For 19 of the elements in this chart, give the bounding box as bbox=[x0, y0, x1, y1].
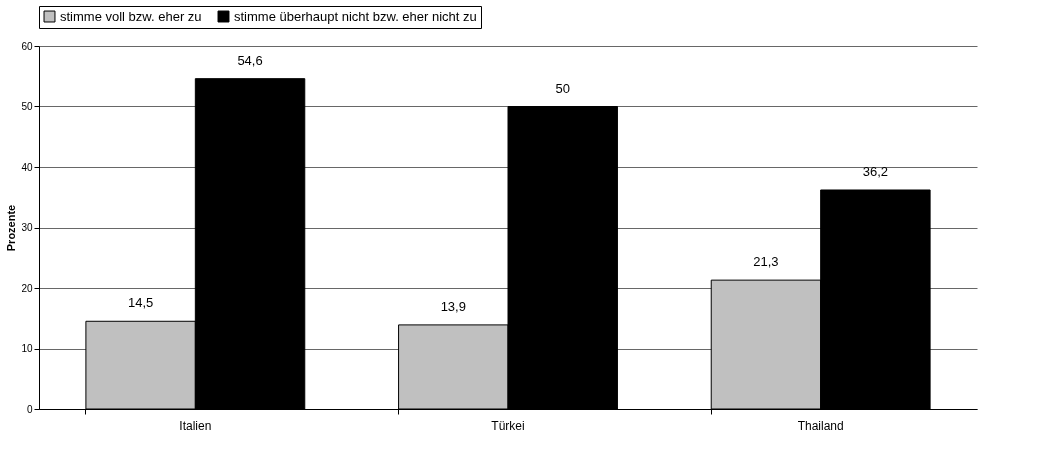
y-axis-title: Prozente bbox=[5, 204, 18, 252]
y-tick-label: 0 bbox=[26, 403, 33, 415]
y-tick-label: 50 bbox=[21, 101, 33, 112]
x-tick-label: Thailand bbox=[797, 418, 844, 433]
data-label: 13,9 bbox=[440, 298, 466, 314]
data-label: 54,6 bbox=[237, 52, 263, 68]
x-tick-label: Italien bbox=[179, 418, 212, 433]
data-label: 21,3 bbox=[753, 254, 779, 270]
data-label: 50 bbox=[555, 80, 570, 96]
y-tick-label: 20 bbox=[21, 282, 33, 294]
legend-label: stimme überhaupt nicht bzw. eher nicht zu bbox=[234, 8, 477, 24]
legend-label: stimme voll bzw. eher zu bbox=[60, 8, 202, 24]
y-tick-label: 40 bbox=[21, 161, 33, 173]
x-tick-label: Türkei bbox=[491, 418, 525, 433]
y-tick-label: 10 bbox=[21, 343, 33, 354]
y-tick-label: 30 bbox=[21, 222, 33, 233]
y-tick-label: 60 bbox=[21, 40, 33, 52]
data-label: 36,2 bbox=[862, 163, 889, 179]
data-label: 14,5 bbox=[127, 295, 154, 311]
